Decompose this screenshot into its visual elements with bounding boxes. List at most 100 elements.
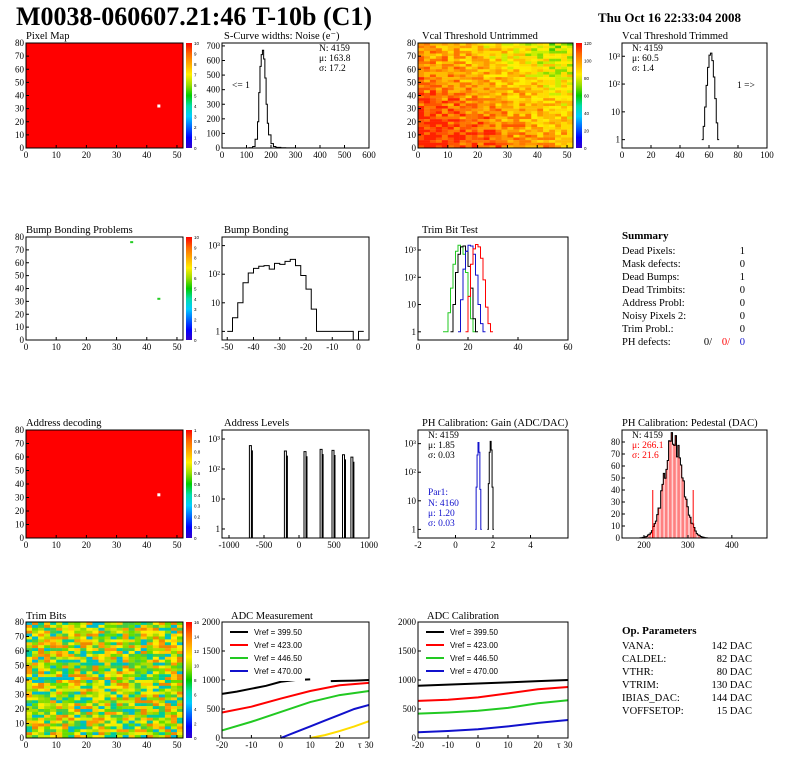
adc-measurement-line-0: [221, 678, 311, 695]
heat-cell: [519, 98, 526, 101]
heat-cell: [477, 90, 484, 94]
heat-cell: [549, 121, 556, 125]
heat-cell: [429, 53, 437, 57]
heat-cell: [176, 622, 184, 626]
y-tick-label: 60: [15, 64, 25, 74]
heat-cell: [465, 50, 472, 54]
y-tick-label: 80: [407, 38, 417, 48]
summary-label: Address Probl:: [622, 298, 685, 309]
heat-cell: [134, 706, 141, 710]
y-tick-label: 0: [412, 143, 417, 153]
heat-cell: [471, 61, 478, 65]
heat-cell: [98, 703, 105, 707]
address-peak: [303, 451, 308, 539]
heat-cell: [110, 694, 117, 698]
trim-bit-test-title: Trim Bit Test: [422, 225, 478, 236]
heat-cell: [531, 137, 538, 141]
heat-cell: [56, 651, 63, 655]
heat-cell: [152, 633, 160, 637]
heat-cell: [38, 720, 45, 724]
heat-cell: [104, 735, 111, 739]
heat-cell: [50, 665, 57, 669]
heat-cell: [465, 77, 472, 80]
heat-cell: [567, 69, 574, 73]
adc-measurement-line-1: [330, 679, 370, 683]
heat-cell: [44, 671, 51, 675]
heat-cell: [32, 639, 39, 643]
heat-cell: [104, 697, 111, 701]
heat-cell: [98, 671, 105, 675]
heat-cell: [134, 659, 141, 663]
heat-cell: [164, 682, 172, 686]
heat-cell: [489, 45, 496, 49]
heat-cell: [176, 668, 184, 672]
heat-cell: [555, 61, 562, 65]
heat-cell: [38, 691, 45, 695]
y-tick-label: 60: [15, 646, 25, 656]
heat-cell: [453, 103, 460, 107]
heat-cell: [146, 648, 154, 652]
heat-cell: [110, 674, 117, 678]
heat-cell: [549, 92, 556, 96]
heat-cell: [164, 729, 172, 733]
zscale-tick-label: 5: [194, 94, 197, 99]
heat-cell: [507, 92, 514, 96]
heat-cell: [176, 682, 184, 686]
zscale-tick-label: 0.8: [194, 450, 201, 455]
y-tick-label: 10³: [208, 434, 220, 444]
zscale-tick-label: 4: [194, 297, 197, 302]
heat-cell: [429, 71, 437, 75]
dead-pixel-mark: [157, 104, 161, 108]
heat-cell: [489, 111, 496, 115]
heat-cell: [152, 627, 160, 631]
x-tick-label: 0: [453, 540, 458, 550]
heat-cell: [435, 87, 443, 91]
heat-cell: [519, 100, 526, 104]
heat-cell: [471, 90, 478, 94]
heat-cell: [555, 95, 562, 99]
heat-cell: [507, 111, 514, 115]
heat-cell: [98, 729, 105, 733]
heat-cell: [465, 124, 472, 128]
heat-cell: [164, 732, 172, 736]
heat-cell: [44, 703, 51, 707]
heat-cell: [116, 668, 123, 672]
zscale-tick-label: 6: [194, 276, 197, 281]
x-tick-label: 20: [82, 740, 92, 750]
heat-cell: [561, 53, 568, 57]
heat-cell: [429, 111, 437, 115]
heat-cell: [146, 671, 154, 675]
heat-cell: [483, 71, 490, 75]
x-tick-label: 60: [564, 342, 574, 352]
heat-cell: [567, 53, 574, 57]
heat-cell: [418, 87, 425, 91]
heat-cell: [423, 111, 431, 115]
heat-cell: [483, 119, 490, 122]
heat-cell: [513, 85, 520, 88]
heat-cell: [92, 703, 99, 707]
heat-cell: [537, 69, 544, 73]
heat-cell: [453, 85, 460, 88]
heat-cell: [513, 111, 520, 115]
heat-cell: [543, 82, 550, 86]
heat-cell: [122, 622, 129, 626]
heat-cell: [501, 111, 508, 115]
heat-cell: [465, 106, 472, 109]
heat-cell: [74, 697, 81, 701]
heat-cell: [80, 636, 87, 640]
heat-cell: [567, 103, 574, 107]
heat-cell: [44, 639, 51, 643]
heat-cell: [531, 69, 538, 73]
heat-cell: [122, 624, 129, 628]
heat-cell: [44, 648, 51, 652]
heat-cell: [92, 688, 99, 692]
heat-cell: [80, 723, 87, 727]
heat-cell: [501, 92, 508, 96]
x-tick-label: 100: [760, 150, 774, 160]
heat-cell: [86, 677, 93, 681]
heat-cell: [86, 726, 93, 730]
heat-cell: [483, 108, 490, 112]
heat-cell: [74, 694, 81, 698]
heat-cell: [423, 140, 431, 143]
heat-cell: [489, 77, 496, 80]
